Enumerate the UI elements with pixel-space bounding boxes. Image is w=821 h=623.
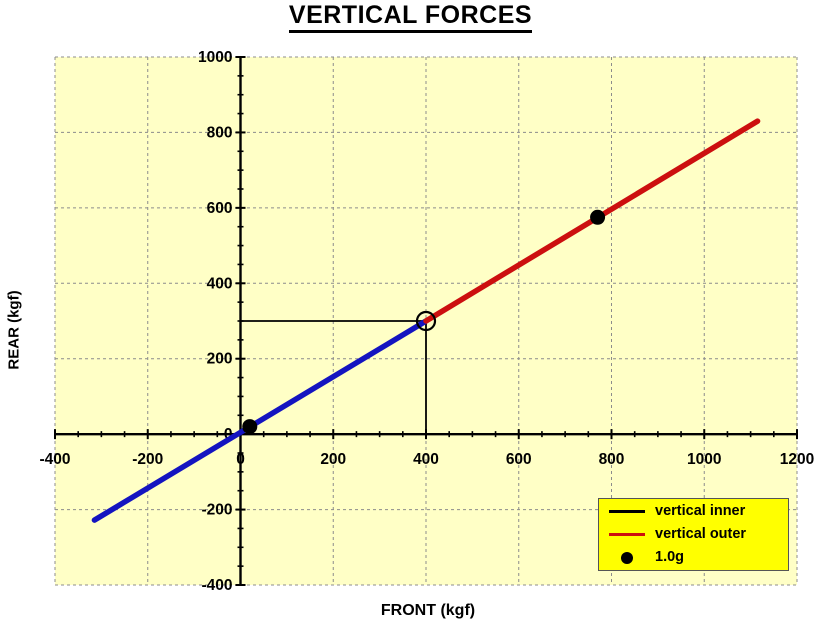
y-axis-title: REAR (kgf) xyxy=(5,290,23,370)
1g-dot-marker xyxy=(242,419,258,435)
y-tick-label: 1000 xyxy=(198,49,232,66)
legend-item-vertical-outer: vertical outer xyxy=(599,524,788,545)
1g-dot-marker xyxy=(590,209,606,225)
y-tick-label: 600 xyxy=(207,200,233,217)
x-tick-label: 600 xyxy=(506,451,532,468)
y-tick-label: 400 xyxy=(207,275,233,292)
y-tick-label: -400 xyxy=(201,577,232,594)
x-tick-label: -200 xyxy=(132,451,163,468)
x-tick-label: 1000 xyxy=(687,451,721,468)
black-line-swatch-icon xyxy=(609,510,645,513)
x-tick-label: 200 xyxy=(320,451,346,468)
legend-item-1g: 1.0g xyxy=(599,547,788,568)
legend-label-1g: 1.0g xyxy=(655,549,685,566)
legend-item-vertical-inner: vertical inner xyxy=(599,501,788,522)
black-dot-swatch-icon xyxy=(621,551,633,564)
y-tick-label: 200 xyxy=(207,351,233,368)
legend-label-vertical-inner: vertical inner xyxy=(655,503,746,520)
chart-title-text: VERTICAL FORCES xyxy=(288,1,533,33)
y-tick-label: 0 xyxy=(224,426,233,443)
y-tick-label: -200 xyxy=(201,502,232,519)
x-tick-label: 800 xyxy=(599,451,625,468)
x-tick-label: -400 xyxy=(39,451,70,468)
series-line-0 xyxy=(91,318,429,523)
red-line-swatch-icon xyxy=(609,533,645,536)
legend-swatch-box xyxy=(599,533,655,536)
chart-title: VERTICAL FORCES xyxy=(0,1,821,33)
legend-swatch-box xyxy=(599,510,655,513)
legend-label-vertical-outer: vertical outer xyxy=(655,526,747,543)
x-tick-label: 1200 xyxy=(780,451,814,468)
x-tick-label: 400 xyxy=(413,451,439,468)
x-axis-title: FRONT (kgf) xyxy=(380,602,476,619)
legend: vertical inner vertical outer 1.0g xyxy=(598,498,789,571)
legend-swatch-box xyxy=(599,551,655,564)
y-tick-label: 800 xyxy=(207,124,233,141)
x-tick-label: 0 xyxy=(236,451,245,468)
open-circle-marker xyxy=(415,310,437,332)
